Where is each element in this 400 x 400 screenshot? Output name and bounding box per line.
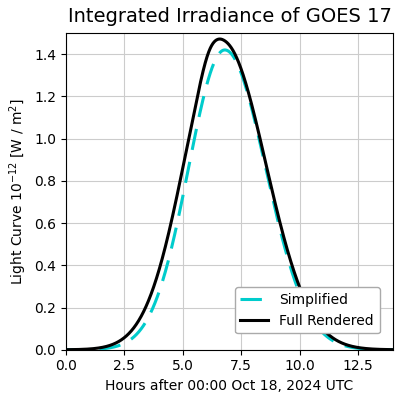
Simplified	[381, 347, 386, 352]
Full Rendered	[218, 37, 222, 42]
Simplified	[64, 347, 68, 352]
Simplified	[223, 48, 228, 52]
Simplified	[214, 56, 219, 60]
Full Rendered	[80, 347, 85, 352]
Y-axis label: Light Curve $10^{-12}$ [W / m$^2$]: Light Curve $10^{-12}$ [W / m$^2$]	[7, 98, 28, 285]
Line: Simplified: Simplified	[66, 50, 393, 350]
Full Rendered	[381, 347, 386, 352]
Full Rendered	[214, 38, 219, 42]
Title: Integrated Irradiance of GOES 17: Integrated Irradiance of GOES 17	[68, 7, 391, 26]
Full Rendered	[381, 347, 386, 352]
X-axis label: Hours after 00:00 Oct 18, 2024 UTC: Hours after 00:00 Oct 18, 2024 UTC	[105, 379, 354, 393]
Simplified	[222, 48, 227, 52]
Full Rendered	[223, 39, 228, 44]
Legend: Simplified, Full Rendered: Simplified, Full Rendered	[235, 287, 380, 333]
Simplified	[80, 347, 85, 352]
Simplified	[391, 347, 396, 352]
Full Rendered	[391, 347, 396, 352]
Simplified	[321, 331, 326, 336]
Full Rendered	[64, 347, 68, 352]
Simplified	[381, 347, 386, 352]
Full Rendered	[321, 328, 326, 332]
Line: Full Rendered: Full Rendered	[66, 39, 393, 350]
